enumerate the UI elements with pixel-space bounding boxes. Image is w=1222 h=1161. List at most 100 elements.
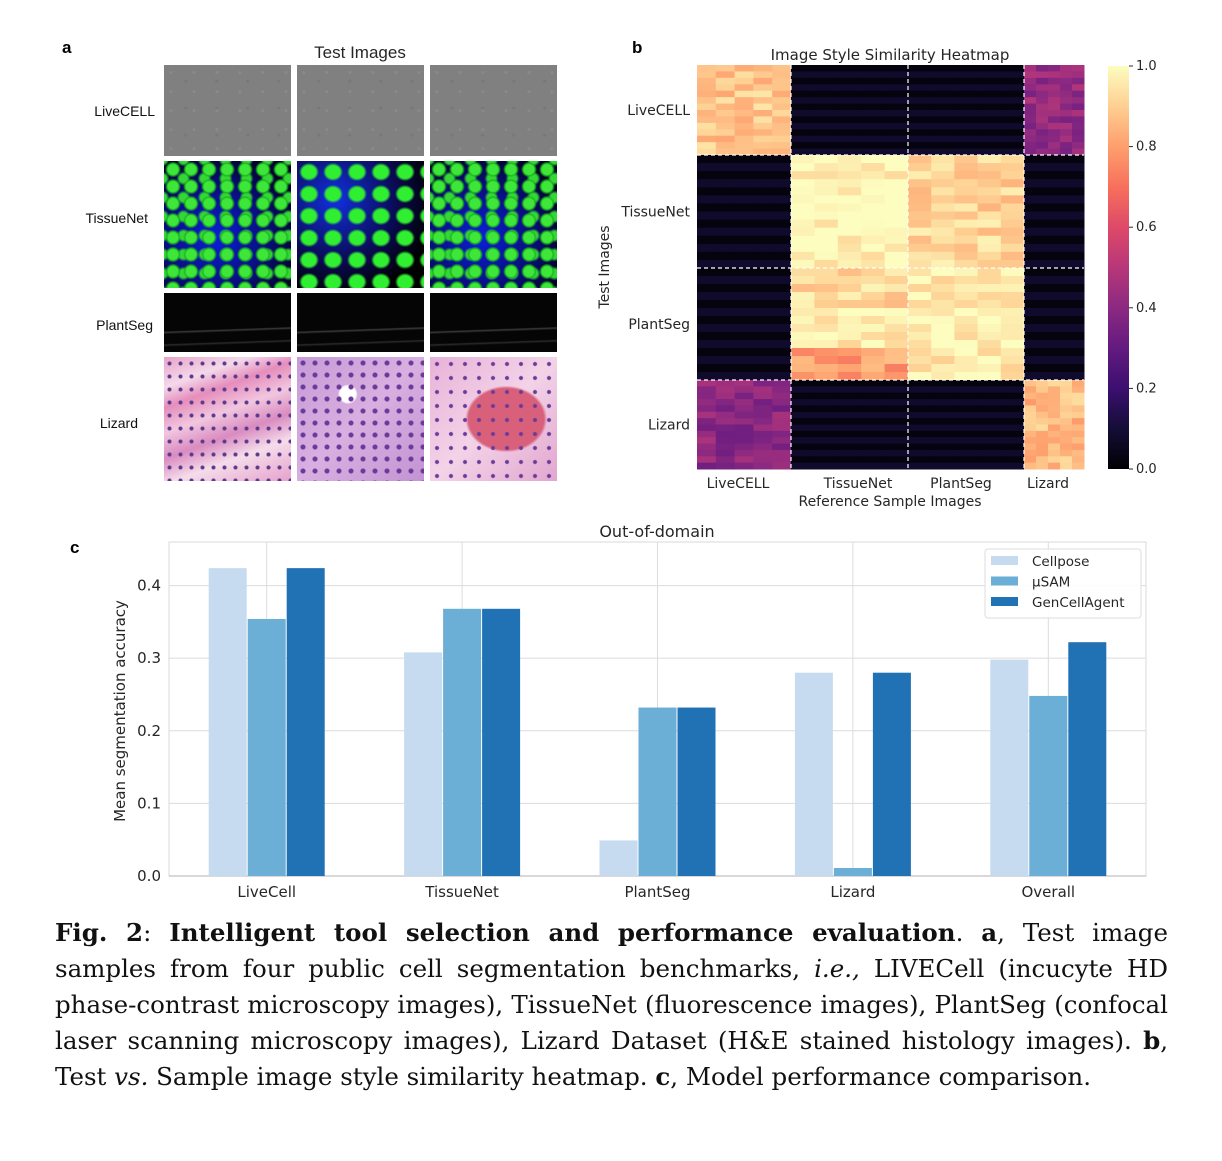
heatmap-cell bbox=[1060, 251, 1073, 261]
heatmap-cell bbox=[1036, 103, 1049, 111]
heatmap-cell bbox=[861, 437, 886, 445]
heatmap-cell bbox=[884, 235, 909, 245]
heatmap-cell bbox=[715, 71, 736, 79]
heatmap-cell bbox=[1072, 292, 1085, 301]
heatmap-cell bbox=[753, 348, 773, 357]
heatmap-cell bbox=[1024, 356, 1037, 365]
heatmap-cell bbox=[734, 142, 754, 150]
heatmap-cell bbox=[884, 122, 909, 130]
heatmap-cell bbox=[908, 84, 932, 92]
heatmap-cell bbox=[1024, 392, 1037, 400]
heatmap-cell bbox=[931, 129, 955, 137]
heatmap-cell bbox=[837, 380, 862, 387]
heatmap-cell bbox=[837, 456, 862, 464]
heatmap-cell bbox=[908, 65, 932, 72]
heatmap-cell bbox=[814, 103, 839, 111]
heatmap-cell bbox=[715, 77, 736, 85]
heatmap-cell bbox=[1036, 456, 1049, 464]
heatmap-cell bbox=[861, 163, 886, 172]
heatmap-cell bbox=[837, 77, 862, 85]
heatmap-cell bbox=[814, 449, 839, 457]
heatmap-cell bbox=[697, 163, 717, 172]
heatmap-cell bbox=[954, 259, 979, 269]
heatmap-cell bbox=[1024, 148, 1037, 156]
heatmap-cell bbox=[837, 364, 862, 373]
heatmap-cell bbox=[1000, 308, 1025, 317]
heatmap-cell bbox=[734, 430, 754, 438]
heatmap-cell bbox=[697, 437, 717, 445]
heatmap-cell bbox=[1024, 284, 1037, 293]
heatmap-cell bbox=[1060, 386, 1073, 394]
heatmap-cell bbox=[715, 97, 736, 105]
heatmap-cell bbox=[814, 308, 839, 317]
test-image-plantseg-1 bbox=[164, 293, 291, 352]
heatmap-cell bbox=[837, 392, 862, 400]
heatmap-cell bbox=[791, 251, 815, 261]
heatmap-cell bbox=[931, 110, 955, 117]
heatmap-cell bbox=[1060, 135, 1073, 143]
x-tick-label: LiveCell bbox=[237, 883, 296, 901]
heatmap-cell bbox=[1036, 462, 1049, 470]
heatmap-cell bbox=[861, 235, 886, 245]
heatmap-cell bbox=[697, 135, 717, 143]
y-tick-label: 0.2 bbox=[137, 722, 161, 740]
heatmap-cell bbox=[1024, 65, 1037, 72]
heatmap-cell bbox=[753, 155, 773, 164]
heatmap-cell bbox=[1072, 324, 1085, 333]
heatmap-cell bbox=[772, 148, 792, 156]
heatmap-cell bbox=[1024, 84, 1037, 92]
heatmap-cell bbox=[884, 243, 909, 253]
heatmap-cell bbox=[1024, 332, 1037, 341]
heatmap-cell bbox=[697, 405, 717, 413]
heatmap-cell bbox=[1000, 110, 1025, 117]
colorbar-tick-label: 1.0 bbox=[1136, 59, 1157, 74]
heatmap-cell bbox=[814, 316, 839, 325]
heatmap-cell bbox=[1072, 308, 1085, 317]
legend-label: GenCellAgent bbox=[1032, 595, 1125, 611]
heatmap-cell bbox=[753, 332, 773, 341]
heatmap-cell bbox=[697, 462, 717, 470]
heatmap-cell bbox=[1036, 97, 1049, 105]
heatmap-cell bbox=[734, 155, 754, 164]
heatmap-cell bbox=[772, 268, 792, 277]
heatmap-cell bbox=[837, 405, 862, 413]
test-image-livecell-1 bbox=[164, 65, 291, 156]
heatmap-cell bbox=[753, 340, 773, 349]
heatmap-cell bbox=[734, 211, 754, 221]
heatmap-cell bbox=[1060, 430, 1073, 438]
heatmap-cell bbox=[954, 411, 979, 419]
heatmap-cell bbox=[697, 90, 717, 98]
heatmap-cell bbox=[1060, 129, 1073, 137]
heatmap-cell bbox=[908, 418, 932, 425]
heatmap-cell bbox=[861, 259, 886, 269]
heatmap-cell bbox=[1036, 110, 1049, 117]
heatmap-cell bbox=[931, 155, 955, 164]
caption-vs: vs. bbox=[114, 1062, 149, 1091]
test-image-tissuenet-1 bbox=[164, 161, 291, 288]
heatmap-cell bbox=[814, 163, 839, 172]
heatmap-cell bbox=[791, 356, 815, 365]
heatmap-cell bbox=[837, 203, 862, 212]
heatmap-cell bbox=[697, 316, 717, 325]
heatmap-cell bbox=[908, 462, 932, 470]
heatmap-cell bbox=[1036, 219, 1049, 229]
heatmap-cell bbox=[1036, 77, 1049, 85]
heatmap-cell bbox=[1000, 292, 1025, 301]
heatmap-cell bbox=[697, 259, 717, 269]
bar-gencellagent-overall bbox=[1068, 642, 1107, 876]
caption-a-letter: a bbox=[981, 918, 998, 947]
heatmap-cell bbox=[954, 195, 979, 204]
heatmap-cell bbox=[931, 405, 955, 413]
heatmap-cell bbox=[715, 259, 736, 269]
heatmap-cell bbox=[734, 364, 754, 373]
heatmap-cell bbox=[1000, 129, 1025, 137]
heatmap-cell bbox=[861, 110, 886, 117]
heatmap-cell bbox=[977, 142, 1002, 150]
heatmap-cell bbox=[697, 122, 717, 130]
heatmap-cell bbox=[954, 324, 979, 333]
heatmap-cell bbox=[884, 90, 909, 98]
heatmap-cell bbox=[791, 364, 815, 373]
heatmap-cell bbox=[814, 71, 839, 79]
heatmap-cell bbox=[908, 268, 932, 277]
heatmap-cell bbox=[791, 456, 815, 464]
